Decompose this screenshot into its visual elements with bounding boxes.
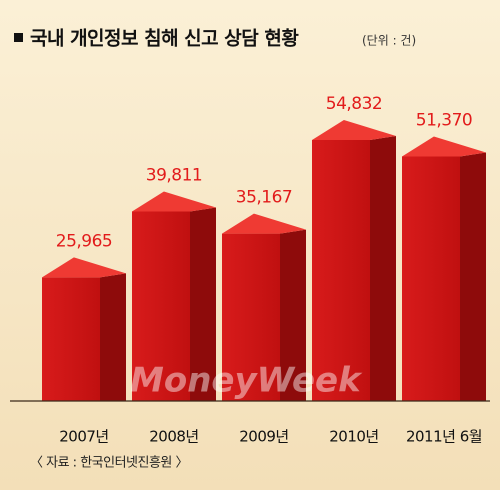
x-tick-label: 2011년 6월 bbox=[406, 428, 482, 446]
bar-front bbox=[312, 140, 370, 401]
bar-side bbox=[100, 273, 126, 401]
bar bbox=[222, 213, 306, 401]
bars: 25,965 2007년 39,811 2008년 35,167 2009년 54,832 2… bbox=[42, 94, 486, 446]
bar-top bbox=[42, 257, 126, 278]
chart-title: 국내 개인정보 침해 신고 상담 현황 bbox=[30, 27, 299, 50]
bar-top bbox=[402, 136, 486, 157]
bar-side bbox=[190, 207, 216, 401]
bar-side bbox=[370, 136, 396, 401]
x-tick-label: 2010년 bbox=[329, 428, 378, 446]
bar bbox=[312, 120, 396, 401]
bar-front bbox=[132, 211, 190, 401]
bar-front bbox=[222, 233, 280, 401]
value-label: 35,167 bbox=[236, 188, 292, 208]
bar-top bbox=[132, 191, 216, 212]
bar bbox=[42, 257, 126, 401]
value-label: 51,370 bbox=[416, 110, 472, 130]
unit-label: (단위 : 건) bbox=[362, 34, 416, 48]
bar bbox=[402, 136, 486, 401]
bar-top bbox=[222, 213, 306, 234]
bar-side bbox=[460, 152, 486, 401]
value-label: 39,811 bbox=[146, 165, 202, 185]
x-tick-label: 2008년 bbox=[149, 428, 198, 446]
bar-front bbox=[42, 277, 100, 401]
bar-front bbox=[402, 156, 460, 401]
source: 〈 자료 : 한국인터넷진흥원 〉 bbox=[30, 456, 188, 471]
bar bbox=[132, 191, 216, 401]
value-label: 25,965 bbox=[56, 231, 112, 251]
bar-side bbox=[280, 229, 306, 401]
watermark: MoneyWeek bbox=[130, 361, 363, 401]
title-bullet bbox=[14, 33, 23, 42]
x-tick-label: 2009년 bbox=[239, 428, 288, 446]
x-tick-label: 2007년 bbox=[59, 428, 108, 446]
value-label: 54,832 bbox=[326, 94, 382, 114]
bar-top bbox=[312, 120, 396, 140]
